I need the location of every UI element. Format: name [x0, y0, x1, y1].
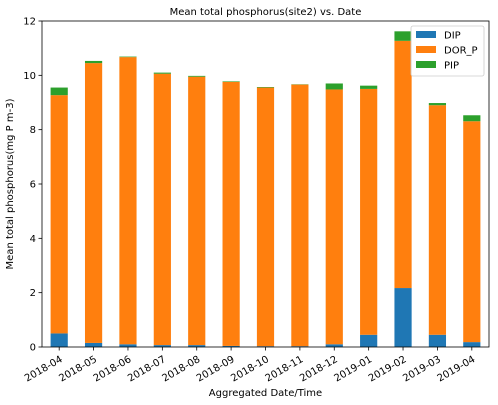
bar-dor-p-2018-06	[119, 57, 137, 345]
bar-pip-2019-03	[428, 103, 447, 106]
x-tick-label: 2018-05	[57, 354, 99, 384]
bar-dor-p-2019-01	[360, 88, 378, 335]
bar-dor-p-2018-08	[188, 76, 206, 346]
y-tick-label: 12	[23, 17, 36, 28]
bar-dip-2018-05	[84, 342, 103, 347]
bar-pip-2018-12	[325, 83, 343, 90]
bar-dip-2019-03	[428, 334, 447, 347]
chart-title: Mean total phosphorus(site2) vs. Date	[170, 7, 362, 18]
bar-dip-2018-06	[119, 344, 137, 347]
y-axis-ticks: 0 2 4 6 8 10 12	[23, 17, 42, 354]
bar-pip-2018-05	[84, 60, 103, 64]
x-axis-label: Aggregated Date/Time	[209, 388, 322, 399]
y-tick-label: 10	[23, 71, 36, 82]
x-tick-label: 2018-06	[92, 354, 134, 384]
bar-dip-2018-07	[153, 345, 171, 347]
legend-swatch-pip	[416, 61, 436, 68]
bar-pip-2018-04	[50, 87, 68, 96]
legend-label-dip: DIP	[444, 31, 461, 42]
bar-dip-2018-10	[256, 346, 275, 347]
bar-dip-2018-12	[325, 344, 343, 347]
x-tick-label: 2018-10	[229, 354, 271, 384]
bar-dip-2018-08	[188, 345, 206, 347]
bar-pip-2018-10	[256, 87, 275, 88]
bar-pip-2018-08	[188, 75, 206, 77]
bars-layer	[50, 31, 481, 347]
y-tick-label: 8	[30, 125, 36, 136]
x-tick-label: 2018-08	[161, 354, 203, 384]
bar-pip-2018-06	[119, 56, 137, 58]
bar-dor-p-2018-04	[50, 95, 68, 334]
x-tick-label: 2019-01	[332, 354, 374, 384]
x-tick-label: 2019-03	[401, 354, 443, 384]
x-axis-ticks: 2018-042018-052018-062018-072018-082018-…	[23, 347, 477, 384]
bar-dor-p-2018-10	[256, 87, 275, 347]
x-tick-label: 2018-09	[195, 354, 237, 384]
y-axis-label: Mean total phosphorus(mg P m-3)	[5, 98, 16, 269]
bar-dor-p-2019-02	[394, 40, 412, 289]
bar-dor-p-2019-04	[463, 121, 481, 343]
legend-label-dor-p: DOR_P	[444, 46, 478, 57]
y-tick-label: 6	[30, 180, 36, 191]
bar-dip-2019-02	[394, 288, 412, 347]
bar-pip-2019-01	[360, 85, 378, 89]
bar-dor-p-2018-11	[291, 84, 309, 347]
y-tick-label: 4	[30, 234, 36, 245]
bar-dor-p-2019-03	[428, 105, 447, 335]
bar-dip-2018-04	[50, 333, 68, 347]
bar-dor-p-2018-12	[325, 89, 343, 345]
x-tick-label: 2019-02	[367, 354, 409, 384]
bar-pip-2019-02	[394, 31, 412, 41]
bar-dip-2019-01	[360, 334, 378, 347]
x-tick-label: 2018-07	[126, 354, 168, 384]
bar-dip-2019-04	[463, 342, 481, 347]
bar-pip-2019-04	[463, 115, 481, 122]
bar-dip-2018-11	[291, 346, 309, 347]
bar-pip-2018-09	[222, 81, 240, 82]
x-tick-label: 2018-11	[264, 354, 306, 384]
x-tick-label: 2018-12	[298, 354, 340, 384]
bar-dor-p-2018-09	[222, 81, 240, 346]
legend-label-pip: PIP	[444, 61, 459, 72]
legend: DIP DOR_P PIP	[410, 25, 485, 77]
bar-pip-2018-07	[153, 72, 171, 74]
y-tick-label: 0	[30, 343, 36, 354]
bar-dor-p-2018-05	[84, 63, 103, 343]
legend-swatch-dor-p	[416, 46, 436, 53]
x-tick-label: 2019-04	[436, 354, 478, 384]
x-tick-label: 2018-04	[23, 354, 65, 384]
bar-dor-p-2018-07	[153, 73, 171, 346]
bar-dip-2018-09	[222, 345, 240, 347]
legend-swatch-dip	[416, 31, 436, 38]
y-tick-label: 2	[30, 288, 36, 299]
